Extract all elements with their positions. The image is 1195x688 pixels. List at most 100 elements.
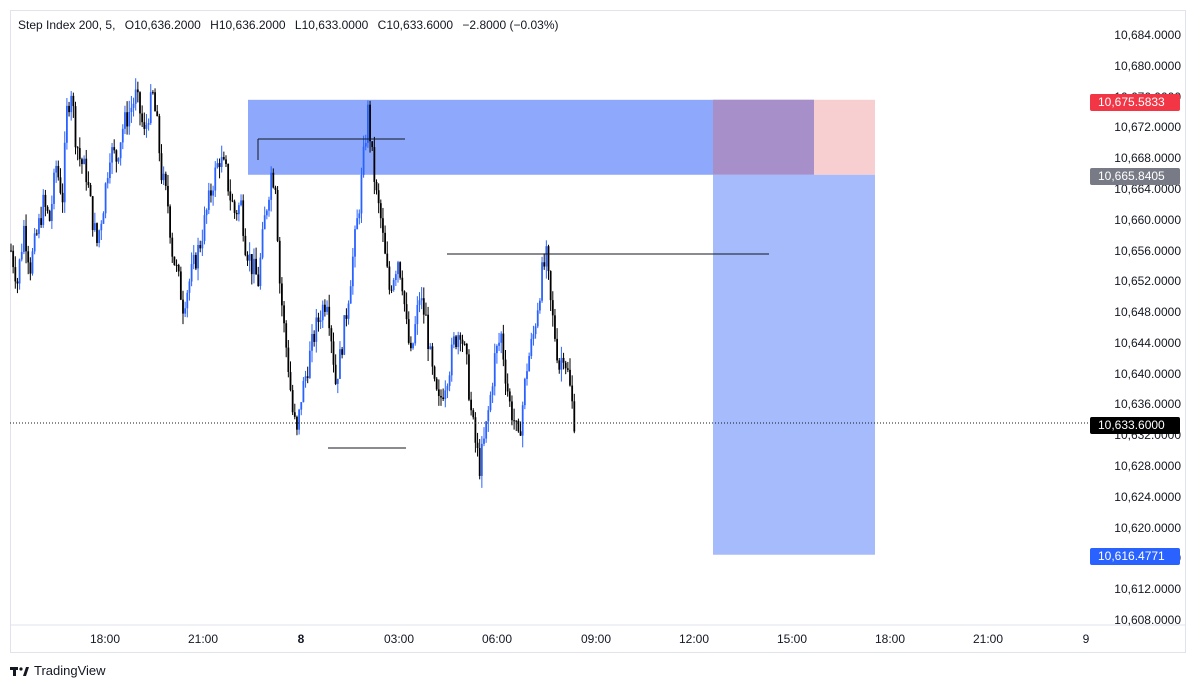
candle-body: [154, 92, 156, 112]
candle-body: [560, 357, 563, 370]
price-axis-label: 10,644.0000: [1114, 335, 1181, 350]
candle-body: [31, 251, 34, 274]
time-axis-label: 18:00: [874, 632, 906, 646]
price-axis-label: 10,620.0000: [1114, 520, 1181, 535]
candle-body: [184, 308, 187, 314]
candle-body: [263, 215, 266, 230]
candle-body: [317, 317, 320, 322]
open-value: O10,636.2000: [124, 18, 201, 32]
candle-body: [493, 353, 496, 387]
candle-body: [308, 350, 311, 378]
candle-body: [356, 218, 359, 230]
candle-body: [212, 190, 214, 196]
candle-body: [14, 267, 17, 282]
candle-body: [145, 124, 148, 129]
candle-body: [545, 246, 548, 267]
symbol-label[interactable]: Step Index 200, 5,: [18, 18, 116, 32]
candle-body: [347, 303, 350, 319]
candle-body: [152, 92, 154, 94]
candle-body: [551, 300, 554, 316]
candle-body: [326, 306, 328, 312]
candle-body: [83, 158, 85, 165]
candle-body: [371, 141, 374, 148]
candle-body: [532, 334, 535, 339]
candle-body: [261, 229, 264, 258]
price-axis-label: 10,612.0000: [1114, 582, 1181, 597]
candle-body: [91, 196, 94, 231]
price-axis-label: 10,672.0000: [1114, 120, 1181, 135]
candle-body: [235, 212, 238, 215]
candle-body: [459, 335, 462, 340]
candle-body: [405, 304, 408, 320]
candle-body: [508, 391, 511, 402]
candle-body: [218, 163, 221, 167]
candle-body: [500, 333, 503, 343]
candle-body: [76, 147, 79, 149]
tradingview-branding[interactable]: TradingView: [10, 663, 106, 678]
candle-body: [66, 105, 68, 143]
candle-body: [528, 356, 531, 372]
candle-body: [111, 147, 113, 163]
price-axis-label: 10,636.0000: [1114, 397, 1181, 412]
candle-body: [246, 255, 249, 261]
price-axis-label: 10,628.0000: [1114, 459, 1181, 474]
time-axis-label: 21:00: [972, 632, 1004, 646]
candle-body: [61, 192, 64, 203]
candle-body: [547, 246, 550, 272]
candle-body: [44, 194, 47, 207]
candle-body: [394, 274, 397, 280]
time-axis-label: 9: [1082, 632, 1090, 646]
candle-body: [126, 112, 128, 127]
candle-body: [369, 104, 371, 142]
candle-body: [35, 233, 38, 235]
candle-body: [360, 174, 363, 214]
candle-body: [541, 262, 543, 301]
candle-body: [566, 368, 569, 370]
candle-body: [296, 416, 298, 430]
candle-body: [177, 265, 180, 272]
candle-body: [272, 172, 275, 188]
candle-body: [470, 399, 472, 411]
candle-body: [220, 157, 223, 167]
candle-body: [506, 383, 509, 392]
candle-body: [461, 339, 464, 344]
candle-body: [414, 324, 417, 344]
candle-body: [16, 281, 19, 284]
candle-body: [25, 225, 27, 252]
candle-body: [521, 405, 524, 436]
candle-body: [199, 245, 202, 249]
candle-body: [511, 401, 513, 421]
candle-body: [362, 146, 365, 175]
candle-body: [422, 298, 425, 315]
candle-body: [429, 346, 432, 350]
candle-body: [354, 229, 356, 257]
candle-body: [33, 233, 36, 252]
candle-body: [259, 257, 262, 287]
candle-body: [515, 420, 518, 422]
price-axis-label: 10,664.0000: [1114, 181, 1181, 196]
candle-body: [444, 390, 447, 400]
candle-body: [569, 369, 571, 386]
candle-body: [102, 213, 105, 224]
candle-body: [442, 397, 445, 400]
chart-frame[interactable]: [10, 10, 1186, 653]
time-axis-label: 09:00: [580, 632, 612, 646]
candle-body: [487, 410, 490, 422]
candle-body: [324, 304, 326, 312]
candle-body: [478, 448, 481, 476]
candle-body: [50, 203, 53, 221]
low-value: L10,633.0000: [294, 18, 369, 32]
candle-body: [149, 92, 152, 124]
price-axis-label: 10,680.0000: [1114, 58, 1181, 73]
candle-body: [341, 349, 343, 355]
candle-body: [283, 305, 285, 324]
candle-body: [139, 92, 141, 114]
candle-body: [124, 112, 126, 129]
candle-body: [109, 162, 111, 179]
candle-body: [132, 103, 135, 108]
candle-body: [291, 390, 294, 413]
candle-body: [435, 378, 438, 390]
candle-body: [253, 258, 255, 275]
candle-body: [270, 172, 273, 200]
